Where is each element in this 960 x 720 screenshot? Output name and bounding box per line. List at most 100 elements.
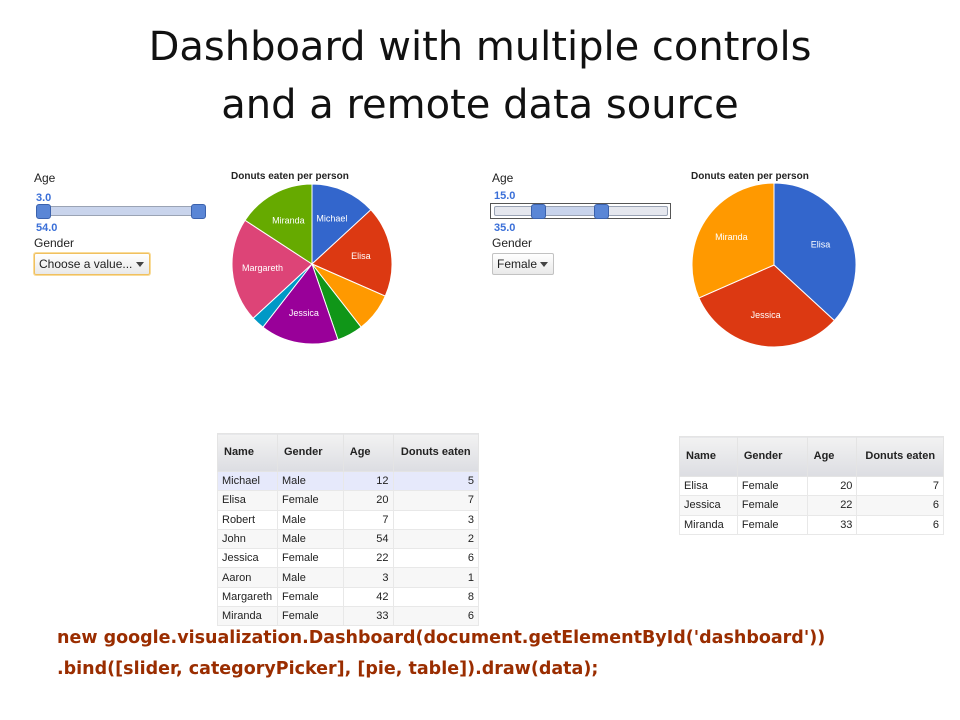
cell-name: John — [217, 528, 278, 550]
table-row[interactable]: Jessica Female 22 6 — [679, 495, 944, 516]
cell-donuts: 8 — [392, 586, 480, 608]
code-line-2: .bind([slider, categoryPicker], [pie, ta… — [57, 659, 599, 679]
table-row[interactable]: Elisa Female 20 7 — [217, 490, 480, 511]
age-slider-low-value: 3.0 — [36, 192, 52, 204]
cell-donuts: 2 — [392, 528, 480, 550]
pie-slice-jessica[interactable] — [262, 262, 339, 345]
cell-age: 20 — [342, 490, 394, 511]
table-row[interactable]: Jessica Female 22 6 — [217, 548, 480, 569]
cell-name: Michael — [217, 470, 278, 492]
age-slider-high-value: 54.0 — [36, 222, 58, 234]
cell-gender: Female — [276, 606, 344, 627]
column-header-age[interactable]: Age — [806, 436, 858, 477]
cell-name: Aaron — [217, 567, 278, 588]
age-slider-max-handle[interactable] — [191, 204, 206, 219]
cell-age: 3 — [342, 567, 394, 588]
table-row[interactable]: Michael Male 12 5 — [217, 470, 480, 492]
age-range-slider[interactable] — [36, 206, 206, 216]
cell-age: 22 — [342, 548, 394, 569]
column-header-gender[interactable]: Gender — [736, 436, 808, 477]
gender-label: Gender — [34, 236, 75, 250]
cell-donuts: 7 — [856, 475, 944, 497]
pie-slice-label: Margareth — [242, 263, 283, 273]
cell-age: 42 — [342, 586, 394, 608]
column-header-name[interactable]: Name — [217, 433, 278, 472]
pie-slice-miranda[interactable] — [691, 182, 775, 299]
pie-slice-label: Elisa — [811, 240, 831, 250]
column-header-donuts[interactable]: Donuts eaten — [856, 436, 944, 477]
gender-picker-value: Female — [497, 257, 538, 271]
age-slider-max-handle[interactable] — [593, 204, 609, 219]
pie-slice-label: Jessica — [751, 310, 781, 320]
age-range-slider[interactable] — [494, 206, 668, 216]
column-header-age[interactable]: Age — [342, 433, 394, 472]
cell-gender: Female — [736, 475, 808, 497]
column-header-donuts[interactable]: Donuts eaten — [392, 433, 480, 472]
title-line-1: Dashboard with multiple controls — [148, 24, 812, 70]
table-row[interactable]: Miranda Female 33 6 — [217, 606, 480, 627]
pie-slice-label: Elisa — [351, 251, 371, 261]
age-slider-low-value: 15.0 — [494, 190, 516, 202]
table-row[interactable]: Robert Male 7 3 — [217, 509, 480, 530]
table-row[interactable]: Margareth Female 42 8 — [217, 586, 480, 608]
column-header-name[interactable]: Name — [679, 436, 738, 477]
code-line-1: new google.visualization.Dashboard(docum… — [57, 628, 826, 648]
cell-name: Jessica — [679, 495, 738, 516]
donuts-pie-chart: Elisa Jessica Miranda — [691, 182, 857, 348]
age-label: Age — [492, 171, 514, 185]
pie-slice-elisa[interactable] — [311, 209, 393, 297]
chevron-down-icon — [540, 262, 548, 267]
table-row[interactable]: John Male 54 2 — [217, 528, 480, 550]
cell-age: 12 — [342, 470, 394, 492]
age-slider-min-handle[interactable] — [531, 204, 547, 219]
slider-focus-outline — [490, 203, 671, 219]
pie-slice-margareth[interactable] — [231, 219, 313, 319]
chevron-down-icon — [136, 262, 144, 267]
cell-name: Robert — [217, 509, 278, 530]
cell-name: Miranda — [679, 514, 738, 535]
pie-chart-title: Donuts eaten per person — [691, 171, 809, 182]
gender-picker-value: Choose a value... — [39, 257, 133, 271]
gender-category-picker[interactable]: Choose a value... — [34, 253, 150, 275]
title-line-2: and a remote data source — [221, 82, 739, 128]
cell-age: 22 — [806, 495, 858, 516]
cell-gender: Female — [276, 490, 344, 511]
table-row[interactable]: Elisa Female 20 7 — [679, 475, 944, 497]
pie-chart-title: Donuts eaten per person — [231, 171, 349, 182]
cell-gender: Male — [276, 528, 344, 550]
cell-donuts: 1 — [392, 567, 480, 588]
cell-age: 54 — [342, 528, 394, 550]
slide-title: Dashboard with multiple controls and a r… — [0, 18, 960, 134]
pie-slice-label: Michael — [316, 214, 347, 224]
table-row[interactable]: Aaron Male 3 1 — [217, 567, 480, 588]
cell-age: 20 — [806, 475, 858, 497]
cell-age: 33 — [342, 606, 394, 627]
cell-name: Jessica — [217, 548, 278, 569]
gender-category-picker[interactable]: Female — [492, 253, 554, 275]
pie-slice-label: Miranda — [272, 215, 305, 225]
pie-slice-elisa[interactable] — [773, 182, 857, 322]
cell-gender: Male — [276, 567, 344, 588]
column-header-gender[interactable]: Gender — [276, 433, 344, 472]
cell-gender: Male — [276, 470, 344, 492]
cell-gender: Male — [276, 509, 344, 530]
donuts-pie-chart: Michael Elisa Jessica Margareth Miranda — [231, 183, 393, 345]
cell-donuts: 3 — [392, 509, 480, 530]
pie-slice-jessica[interactable] — [698, 264, 836, 348]
age-slider-high-value: 35.0 — [494, 222, 516, 234]
pie-slice-miranda[interactable] — [244, 183, 313, 265]
age-slider-min-handle[interactable] — [36, 204, 51, 219]
cell-gender: Female — [736, 514, 808, 535]
pie-slice-label: Jessica — [289, 308, 319, 318]
cell-donuts: 7 — [392, 490, 480, 511]
donuts-table: Name Gender Age Donuts eaten Michael Male… — [217, 433, 480, 627]
cell-gender: Female — [276, 548, 344, 569]
gender-label: Gender — [492, 236, 533, 250]
pie-slice-michael[interactable] — [311, 183, 372, 266]
age-range-fill — [539, 207, 602, 215]
table-row[interactable]: Miranda Female 33 6 — [679, 514, 944, 535]
cell-donuts: 6 — [392, 548, 480, 569]
age-label: Age — [34, 171, 56, 185]
cell-name: Margareth — [217, 586, 278, 608]
cell-donuts: 5 — [392, 470, 480, 492]
